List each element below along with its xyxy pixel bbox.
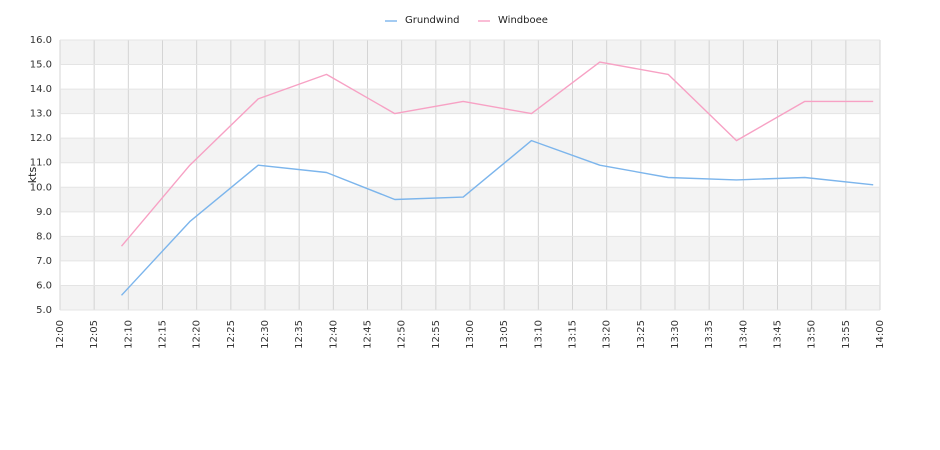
- series-line-windboee: [120, 61, 874, 247]
- series-line-grundwind: [120, 139, 874, 296]
- y-tick-label: 14.0: [30, 84, 52, 95]
- y-tick-label: 5.0: [36, 305, 52, 316]
- x-tick-label: 12:55: [431, 320, 442, 349]
- y-tick-label: 9.0: [36, 207, 52, 218]
- x-tick-label: 13:55: [841, 320, 852, 349]
- y-tick-label: 11.0: [30, 158, 52, 169]
- x-tick-label: 13:15: [568, 320, 579, 349]
- x-axis-tick-labels: 12:00 12:05 12:10 12:15 12:20 12:25 12:30 12:35…: [55, 320, 886, 349]
- x-tick-label: 13:20: [602, 320, 613, 349]
- x-tick-label: 13:30: [670, 320, 681, 349]
- x-tick-label: 12:00: [55, 320, 66, 349]
- legend-label: Windboee: [498, 15, 548, 26]
- x-tick-label: 13:50: [807, 320, 818, 349]
- legend: Grundwind Windboee: [385, 15, 548, 26]
- horizontal-gridlines: [60, 39, 880, 311]
- x-tick-label: 12:05: [89, 320, 100, 349]
- legend-item-windboee[interactable]: Windboee: [478, 15, 548, 26]
- x-tick-label: 12:10: [123, 320, 134, 349]
- x-tick-label: 13:35: [704, 320, 715, 349]
- x-tick-label: 12:30: [260, 320, 271, 349]
- legend-item-grundwind[interactable]: Grundwind: [385, 15, 460, 26]
- x-tick-label: 13:25: [636, 320, 647, 349]
- legend-label: Grundwind: [405, 15, 460, 26]
- x-tick-label: 12:45: [363, 320, 374, 349]
- x-tick-label: 13:10: [533, 320, 544, 349]
- x-tick-label: 12:20: [192, 320, 203, 349]
- x-tick-label: 12:50: [397, 320, 408, 349]
- y-tick-label: 16.0: [30, 35, 52, 46]
- x-tick-label: 13:40: [738, 320, 749, 349]
- y-tick-label: 13.0: [30, 109, 52, 120]
- x-tick-label: 12:15: [158, 320, 169, 349]
- y-tick-label: 8.0: [36, 231, 52, 242]
- x-tick-label: 13:45: [773, 320, 784, 349]
- series-layer: [120, 61, 874, 296]
- y-tick-label: 12.0: [30, 133, 52, 144]
- x-tick-label: 13:00: [465, 320, 476, 349]
- y-axis-tick-labels: 5.0 6.0 7.0 8.0 9.0 10.0 11.0 12.0 13.0 14.0 15.0 1…: [30, 35, 52, 316]
- vertical-gridlines: [59, 40, 881, 310]
- x-tick-label: 12:35: [294, 320, 305, 349]
- x-tick-label: 13:05: [499, 320, 510, 349]
- y-tick-label: 10.0: [30, 182, 52, 193]
- y-tick-label: 7.0: [36, 256, 52, 267]
- y-tick-label: 15.0: [30, 60, 52, 71]
- x-tick-label: 14:00: [875, 320, 886, 349]
- y-tick-label: 6.0: [36, 280, 52, 291]
- x-tick-label: 12:40: [328, 320, 339, 349]
- x-tick-label: 12:25: [226, 320, 237, 349]
- y-axis-title: kts: [26, 167, 39, 184]
